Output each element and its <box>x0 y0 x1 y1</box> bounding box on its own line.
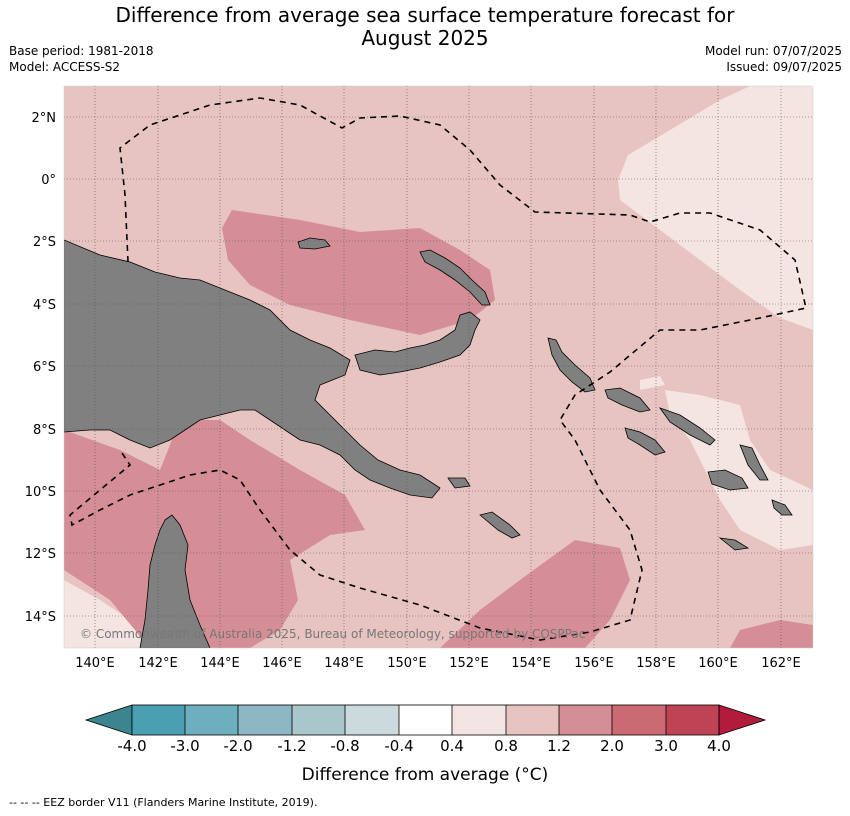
lon-label: 152°E <box>449 656 489 671</box>
land-new-ireland <box>419 249 491 306</box>
anomaly-bismarck-warm-region <box>222 210 495 335</box>
colorbar-tick-label: 0.8 <box>494 737 518 755</box>
land-bougainville <box>547 337 596 393</box>
map-title: Difference from average sea surface temp… <box>0 4 850 50</box>
lon-label: 160°E <box>698 656 738 671</box>
meta-right: Model run: 07/07/2025 Issued: 09/07/2025 <box>705 43 842 75</box>
anomaly-gulf-warm-region <box>64 420 365 648</box>
colorbar-tick-label: -0.4 <box>384 737 413 755</box>
lat-label: 0° <box>41 173 56 188</box>
lon-label: 148°E <box>324 656 364 671</box>
base-period: Base period: 1981-2018 <box>9 44 154 58</box>
lat-label: 12°S <box>25 547 56 562</box>
colorbar-tick-label: -3.0 <box>170 737 199 755</box>
colorbar-tick-label: -4.0 <box>117 737 146 755</box>
lon-label: 154°E <box>511 656 551 671</box>
colorbar: -4.0 -3.0 -2.0 -1.2 -0.8 -0.4 0.4 0.8 1.… <box>84 704 767 785</box>
graticule <box>64 86 813 648</box>
colorbar-bin <box>238 705 292 735</box>
colorbar-bin <box>185 705 238 735</box>
copyright-text: © Commonwealth of Australia 2025, Bureau… <box>80 627 585 641</box>
land-small-island-2 <box>718 537 750 551</box>
colorbar-bin <box>559 705 612 735</box>
map-panel: © Commonwealth of Australia 2025, Bureau… <box>64 86 813 648</box>
lon-label: 142°E <box>138 656 178 671</box>
eez-legend: -- -- -- EEZ border V11 (Flanders Marine… <box>9 796 318 809</box>
colorbar-tick-label: 4.0 <box>707 737 731 755</box>
land-new-guinea <box>64 239 441 499</box>
land-small-island <box>739 444 769 481</box>
title-line-1: Difference from average sea surface temp… <box>115 3 735 27</box>
colorbar-bin <box>399 705 452 735</box>
colorbar-axis-label: Difference from average (°C) <box>302 765 549 785</box>
colorbar-tick-label: -0.8 <box>330 737 359 755</box>
colorbar-bin <box>666 705 719 735</box>
colorbar-bin <box>132 705 185 735</box>
colorbar-tick-label: -1.2 <box>277 737 306 755</box>
colorbar-bin <box>506 705 559 735</box>
issued-date: Issued: 09/07/2025 <box>726 60 842 74</box>
land-choiseul <box>604 387 651 413</box>
longitude-labels: 140°E 142°E 144°E 146°E 148°E 150°E 152°… <box>75 656 801 671</box>
colorbar-extend-low <box>84 704 133 736</box>
land-louisiade <box>479 511 521 539</box>
colorbar-labels: -4.0 -3.0 -2.0 -1.2 -0.8 -0.4 0.4 0.8 1.… <box>117 737 731 755</box>
latitude-labels: 2°N 0° 2°S 4°S 6°S 8°S 10°S 12°S 14°S <box>25 111 56 625</box>
lon-label: 146°E <box>262 656 302 671</box>
lat-label: 10°S <box>25 485 56 500</box>
anomaly-coral-sea-warm-region <box>440 540 630 648</box>
colorbar-tick-label: 3.0 <box>654 737 678 755</box>
lat-label: 6°S <box>33 360 56 375</box>
land-guadalcanal <box>624 427 666 456</box>
land-santa-cruz <box>771 499 793 516</box>
anomaly-se-warm-region <box>730 620 813 648</box>
colorbar-bin <box>345 705 399 735</box>
lat-label: 14°S <box>25 610 56 625</box>
lon-label: 162°E <box>761 656 801 671</box>
model-name: Model: ACCESS-S2 <box>9 60 121 74</box>
lat-label: 8°S <box>33 423 56 438</box>
eez-border <box>69 97 807 641</box>
colorbar-dividers <box>184 705 667 735</box>
colorbar-tick-label: -2.0 <box>223 737 252 755</box>
lat-label: 4°S <box>33 298 56 313</box>
map-frame <box>63 85 814 649</box>
colorbar-tick-label: 0.4 <box>440 737 464 755</box>
anomaly-light-patch <box>640 376 665 390</box>
lon-label: 144°E <box>200 656 240 671</box>
lon-label: 158°E <box>636 656 676 671</box>
model-run: Model run: 07/07/2025 <box>704 44 842 58</box>
title-line-2: August 2025 <box>361 26 489 50</box>
lat-label: 2°S <box>33 235 56 250</box>
land-cape-york <box>139 514 211 648</box>
colorbar-tick-label: 1.2 <box>547 737 571 755</box>
colorbar-tick-label: 2.0 <box>600 737 624 755</box>
colorbar-extend-high <box>718 704 767 736</box>
lon-label: 150°E <box>387 656 427 671</box>
land-new-britain <box>354 311 481 376</box>
meta-left: Base period: 1981-2018 Model: ACCESS-S2 <box>9 43 154 75</box>
colorbar-bin <box>452 705 506 735</box>
lon-label: 156°E <box>574 656 614 671</box>
colorbar-bin <box>292 705 345 735</box>
land-malaita <box>658 407 716 446</box>
lon-label: 140°E <box>75 656 115 671</box>
anomaly-sw-light-region <box>64 580 145 648</box>
colorbar-bin <box>612 705 666 735</box>
land-dentrecasteaux <box>447 477 471 489</box>
anomaly-east-light-region <box>618 86 813 330</box>
lat-label: 2°N <box>32 111 57 126</box>
colorbar-frame <box>131 704 720 736</box>
